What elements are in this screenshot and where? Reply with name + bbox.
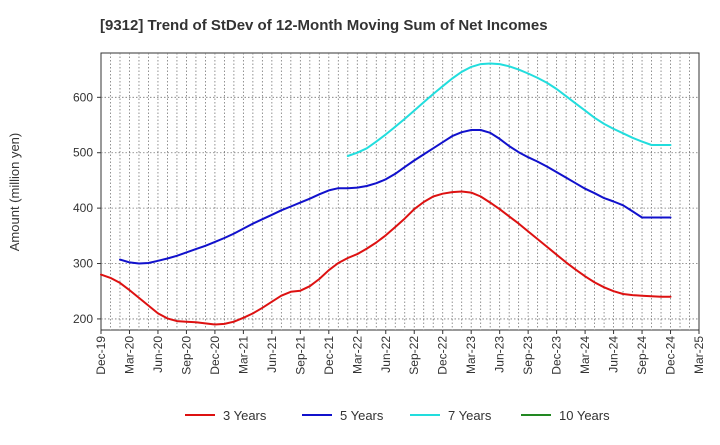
x-tick-label: Mar-22: [350, 336, 364, 374]
x-tick-label: Mar-23: [464, 336, 478, 374]
x-tick-label: Sep-21: [293, 336, 307, 375]
y-tick-label: 600: [73, 90, 93, 104]
y-tick-labels: 200 300 400 500 600: [73, 90, 101, 326]
y-tick-label: 200: [73, 312, 93, 326]
x-tick-label: Jun-20: [151, 336, 165, 373]
x-tick-label: Mar-21: [236, 336, 250, 374]
x-tick-label: Dec-24: [664, 336, 678, 375]
grid-lines: [101, 53, 699, 330]
x-tick-label: Dec-19: [94, 336, 108, 375]
x-tick-label: Sep-20: [179, 336, 193, 375]
x-tick-label: Jun-23: [493, 336, 507, 373]
y-axis-label: Amount (million yen): [7, 133, 22, 252]
series-line-3-years: [100, 190, 672, 326]
x-tick-label: Sep-24: [635, 336, 649, 375]
x-tick-label: Jun-24: [607, 336, 621, 373]
y-tick-label: 300: [73, 257, 93, 271]
x-tick-label: Dec-20: [208, 336, 222, 375]
series-line-5-years: [119, 129, 672, 265]
x-tick-label: Sep-23: [521, 336, 535, 375]
x-tick-label: Jun-21: [265, 336, 279, 373]
y-tick-label: 500: [73, 146, 93, 160]
legend-label: 3 Years: [223, 408, 267, 423]
x-tick-label: Mar-25: [692, 336, 706, 374]
legend-label: 5 Years: [340, 408, 384, 423]
series-line-7-years: [346, 62, 672, 157]
series-lines: [100, 62, 672, 326]
x-tick-label: Jun-22: [379, 336, 393, 373]
legend-label: 10 Years: [559, 408, 610, 423]
legend: 3 Years 5 Years 7 Years 10 Years: [185, 408, 610, 423]
x-tick-label: Mar-24: [578, 336, 592, 374]
x-tick-label: Dec-23: [550, 336, 564, 375]
x-tick-label: Dec-21: [322, 336, 336, 375]
y-tick-label: 400: [73, 201, 93, 215]
x-tick-label: Dec-22: [436, 336, 450, 375]
x-tick-label: Sep-22: [407, 336, 421, 375]
x-tick-labels: Dec-19 Mar-20 Jun-20 Sep-20 Dec-20 Mar-21 Jun-…: [94, 330, 706, 375]
legend-label: 7 Years: [448, 408, 492, 423]
x-tick-label: Mar-20: [122, 336, 136, 374]
chart-title: [9312] Trend of StDev of 12-Month Moving…: [100, 17, 548, 34]
